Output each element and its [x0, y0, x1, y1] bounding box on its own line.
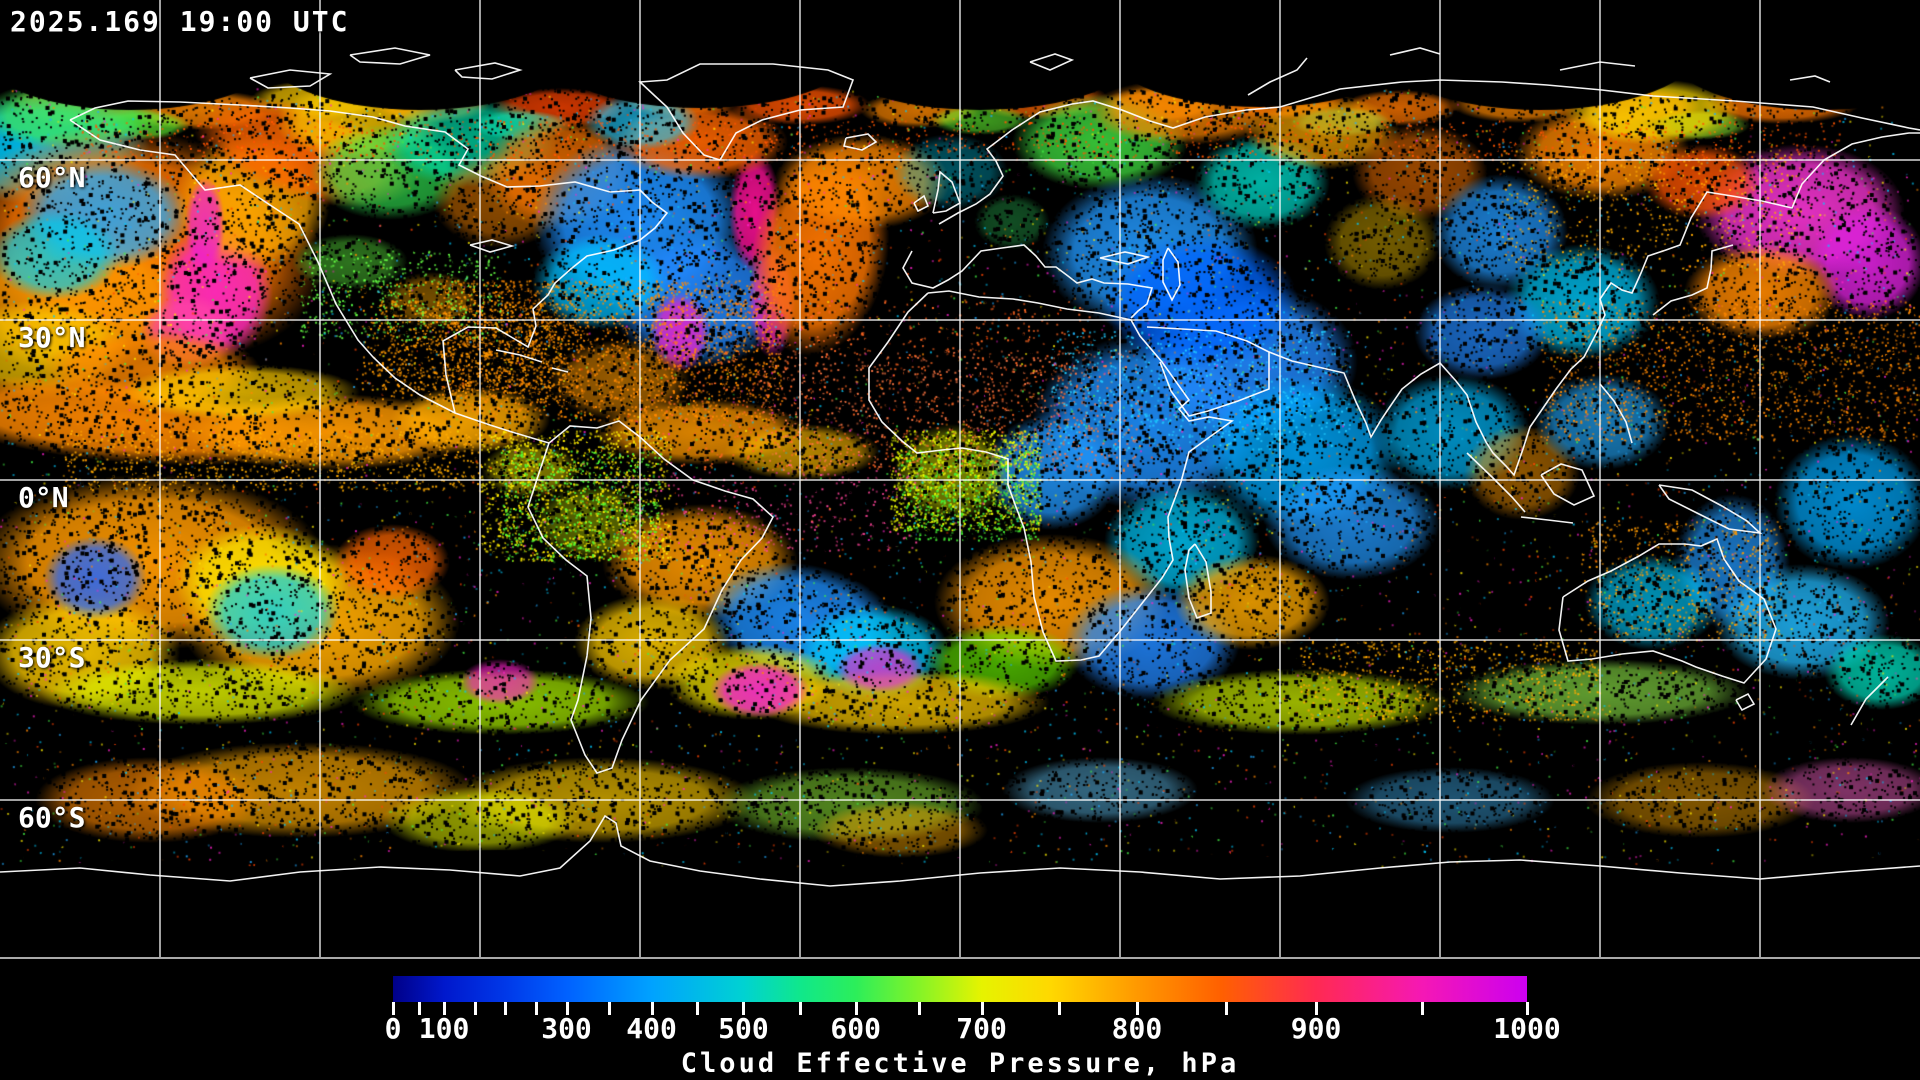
colorbar-tick	[1135, 1002, 1139, 1015]
coastline-path	[1559, 61, 1636, 71]
colorbar-tick-label: 300	[541, 1012, 592, 1045]
colorbar-tick-label: 100	[418, 1012, 470, 1045]
colorbar-tick-label: 900	[1290, 1012, 1342, 1045]
coastline-path	[527, 420, 774, 774]
lat-label: 0°N	[18, 481, 69, 514]
colorbar-tick	[650, 1002, 654, 1015]
coastline-path	[469, 239, 515, 253]
coastline-path	[69, 119, 550, 444]
colorbar-tick-label: 700	[956, 1012, 1007, 1045]
timestamp-label: 2025.169 19:00 UTC	[10, 5, 350, 38]
coastline-path	[1599, 383, 1633, 444]
colorbar-tick	[1526, 1002, 1529, 1015]
coastline-path	[349, 47, 431, 65]
lat-label: 60°N	[18, 161, 86, 194]
colorbar-tick	[534, 1002, 538, 1015]
colorbar-tick	[504, 1002, 508, 1015]
colorbar-tick	[917, 1002, 921, 1015]
coastline-path	[454, 62, 523, 80]
colorbar-tick	[798, 1002, 802, 1015]
colorbar-tick	[473, 1002, 477, 1015]
colorbar-tick	[742, 1002, 746, 1015]
coastline-path	[938, 79, 1920, 225]
coastline-path	[932, 170, 961, 214]
coastline-path	[1540, 463, 1596, 506]
lat-label: 30°N	[18, 321, 86, 354]
coastline-path	[868, 290, 1235, 662]
lat-label: 60°S	[18, 801, 86, 834]
coastline-path	[1029, 53, 1075, 71]
coastline-path	[551, 367, 569, 373]
colorbar-tick	[608, 1002, 612, 1015]
colorbar-tick-label: 0	[384, 1012, 402, 1045]
coastline-path	[1850, 676, 1889, 726]
coastline-path	[1520, 516, 1574, 524]
colorbar-tick	[417, 1002, 421, 1015]
colorbar-tick-label: 400	[626, 1012, 677, 1045]
colorbar-tick	[1058, 1002, 1062, 1015]
coastline-path	[1099, 251, 1151, 265]
coastline-path	[1268, 132, 1920, 477]
coastline-path	[1658, 484, 1763, 535]
colorbar-tick	[565, 1002, 569, 1015]
coastline-path	[638, 63, 855, 161]
coastline-path	[1735, 692, 1756, 712]
coastline-path	[902, 244, 1154, 319]
coastline-path	[1247, 57, 1308, 96]
colorbar-tick	[1315, 1002, 1319, 1015]
coastline-path	[1466, 452, 1526, 513]
coastline-path	[1162, 247, 1181, 302]
coastline-path	[843, 133, 878, 151]
coastline-path	[1184, 543, 1212, 620]
colorbar-tick	[1420, 1002, 1424, 1015]
colorbar-gradient	[393, 976, 1527, 1002]
colorbar-tick-label: 600	[830, 1012, 881, 1045]
colorbar-tick-label: 500	[718, 1012, 769, 1045]
colorbar-tick	[696, 1002, 700, 1015]
coastline-path	[913, 194, 930, 213]
colorbar-tick	[854, 1002, 858, 1015]
colorbar-tick	[980, 1002, 984, 1015]
coastline-path	[0, 814, 1920, 887]
lat-label: 30°S	[18, 641, 86, 674]
coastline-path	[249, 69, 333, 89]
colorbar-tick	[1225, 1002, 1229, 1015]
coastline-path	[495, 349, 543, 363]
coastline-path	[1146, 326, 1270, 417]
colorbar-tick	[443, 1002, 447, 1015]
coastline-path	[1558, 537, 1777, 684]
colorbar-tick	[392, 1002, 395, 1015]
coastline-path	[1652, 244, 1734, 316]
colorbar-tick-label: 1000	[1493, 1012, 1561, 1045]
colorbar-title: Cloud Effective Pressure, hPa	[680, 1048, 1240, 1079]
colorbar-tick-label: 800	[1111, 1012, 1163, 1045]
map-overlay	[0, 0, 1920, 959]
coastline-path	[1389, 47, 1441, 56]
coastline-path	[1789, 75, 1831, 83]
